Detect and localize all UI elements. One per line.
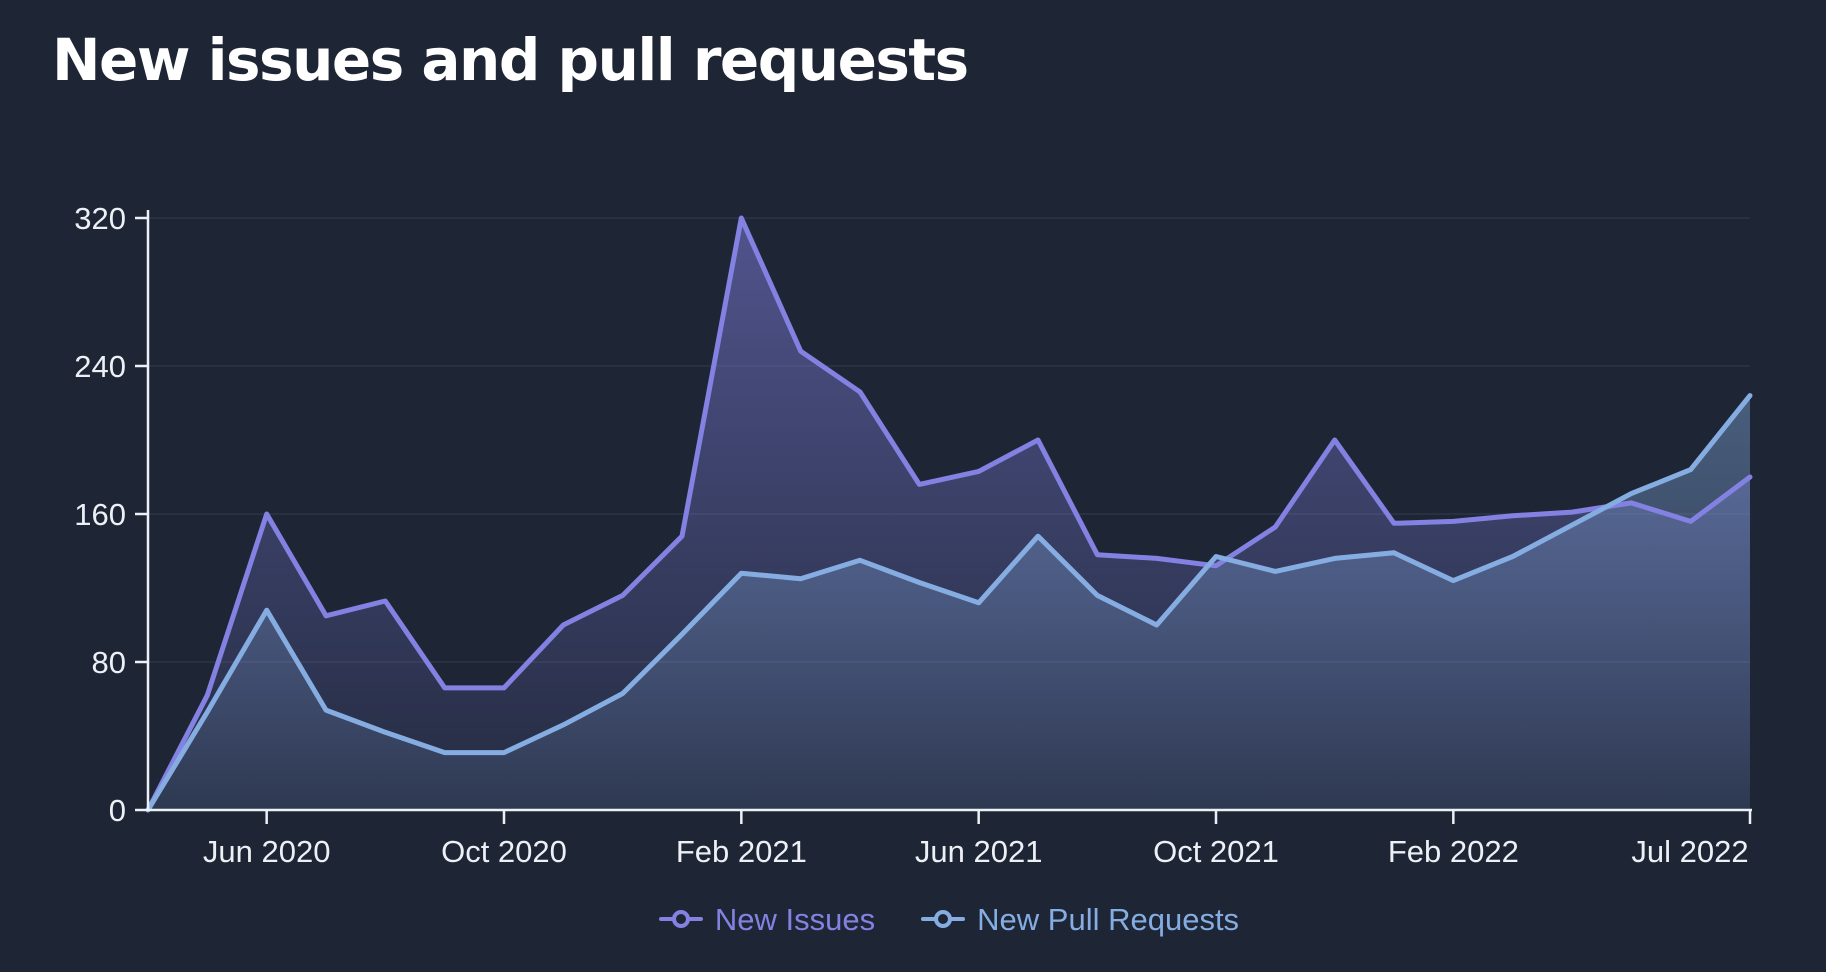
page-title: New issues and pull requests — [52, 26, 969, 94]
x-tick-label: Feb 2022 — [1388, 834, 1519, 869]
x-tick-label: Jul 2022 — [1631, 834, 1748, 869]
chart-legend: New Issues New Pull Requests — [148, 896, 1750, 942]
new-issues-line — [145, 215, 1753, 813]
x-tick-label: Oct 2020 — [441, 834, 567, 869]
x-tick-label: Feb 2021 — [676, 834, 807, 869]
y-tick-label: 240 — [74, 349, 126, 384]
legend-item-new-issues[interactable]: New Issues — [658, 901, 876, 937]
legend-item-new-pull-requests[interactable]: New Pull Requests — [921, 904, 1239, 935]
legend-line-point-icon — [658, 910, 703, 928]
legend-label: New Issues — [714, 901, 876, 937]
y-tick-label: 0 — [109, 793, 126, 828]
legend-label: New Pull Requests — [977, 901, 1240, 937]
x-tick-label: Jun 2021 — [915, 834, 1043, 869]
x-tick-label: Oct 2021 — [1153, 834, 1279, 869]
y-tick-label: 80 — [92, 645, 126, 680]
new-pull-requests-area — [148, 395, 1750, 810]
legend-line-point-icon — [921, 910, 966, 928]
y-tick-label: 320 — [74, 201, 126, 236]
y-tick-label: 160 — [74, 497, 126, 532]
x-tick-label: Jun 2020 — [203, 834, 331, 869]
new-pull-requests-line — [145, 393, 1753, 813]
